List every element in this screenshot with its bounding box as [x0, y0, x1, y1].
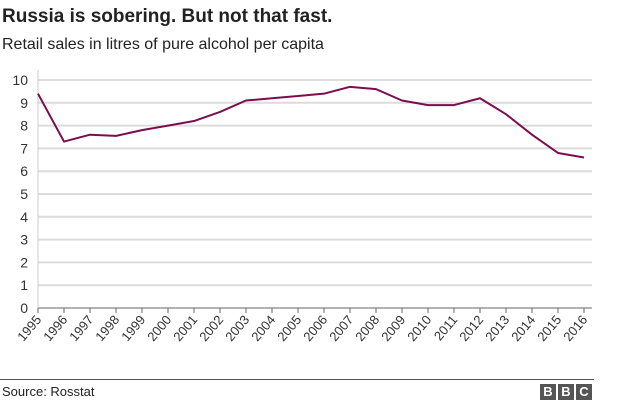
- x-tick-label: 2004: [248, 312, 278, 344]
- x-tick-label: 2001: [170, 312, 200, 344]
- source-note: Source: Rosstat: [2, 384, 95, 399]
- chart-title: Russia is sobering. But not that fast.: [2, 6, 333, 27]
- y-tick-label: 2: [20, 254, 28, 270]
- x-tick-label: 1996: [40, 312, 70, 344]
- x-tick-label: 2014: [508, 312, 538, 344]
- y-tick-label: 5: [20, 186, 28, 202]
- x-tick-label: 2000: [144, 312, 174, 344]
- y-tick-label: 8: [20, 118, 28, 134]
- x-tick-label: 2005: [274, 312, 304, 344]
- x-tick-label: 2003: [222, 312, 252, 344]
- y-tick-label: 6: [20, 163, 28, 179]
- x-tick-label: 2016: [560, 312, 590, 344]
- x-tick-label: 2007: [326, 312, 356, 344]
- x-tick-label: 2012: [456, 312, 486, 344]
- x-tick-label: 2006: [300, 312, 330, 344]
- x-tick-label: 1999: [118, 312, 148, 344]
- x-tick-label: 2008: [352, 312, 382, 344]
- x-tick-label: 2013: [482, 312, 512, 344]
- bbc-logo-letter: C: [576, 384, 592, 400]
- x-tick-label: 1998: [92, 312, 122, 344]
- footer-divider: [0, 379, 594, 380]
- bbc-logo-letter: B: [558, 384, 574, 400]
- y-tick-label: 3: [20, 232, 28, 248]
- x-tick-label: 2002: [196, 312, 226, 344]
- x-tick-label: 2009: [378, 312, 408, 344]
- bbc-logo: B B C: [540, 384, 592, 400]
- series-line: [37, 85, 585, 159]
- y-tick-label: 10: [12, 72, 28, 88]
- y-tick-label: 0: [20, 300, 28, 316]
- y-tick-label: 1: [20, 277, 28, 293]
- y-tick-label: 9: [20, 95, 28, 111]
- x-tick-label: 1997: [66, 312, 96, 344]
- line-chart: 0 1 2 3 4 5 6 7 8 9 10 1995199619971998199920002001…: [12, 70, 592, 344]
- y-tick-label: 4: [20, 209, 28, 225]
- x-tick-label: 1995: [14, 312, 44, 344]
- chart-subtitle: Retail sales in litres of pure alcohol p…: [2, 36, 324, 53]
- x-tick-label: 2010: [404, 312, 434, 344]
- y-tick-label: 7: [20, 140, 28, 156]
- x-tick-label: 2011: [431, 312, 460, 343]
- bbc-logo-letter: B: [540, 384, 556, 400]
- x-tick-label: 2015: [534, 312, 564, 344]
